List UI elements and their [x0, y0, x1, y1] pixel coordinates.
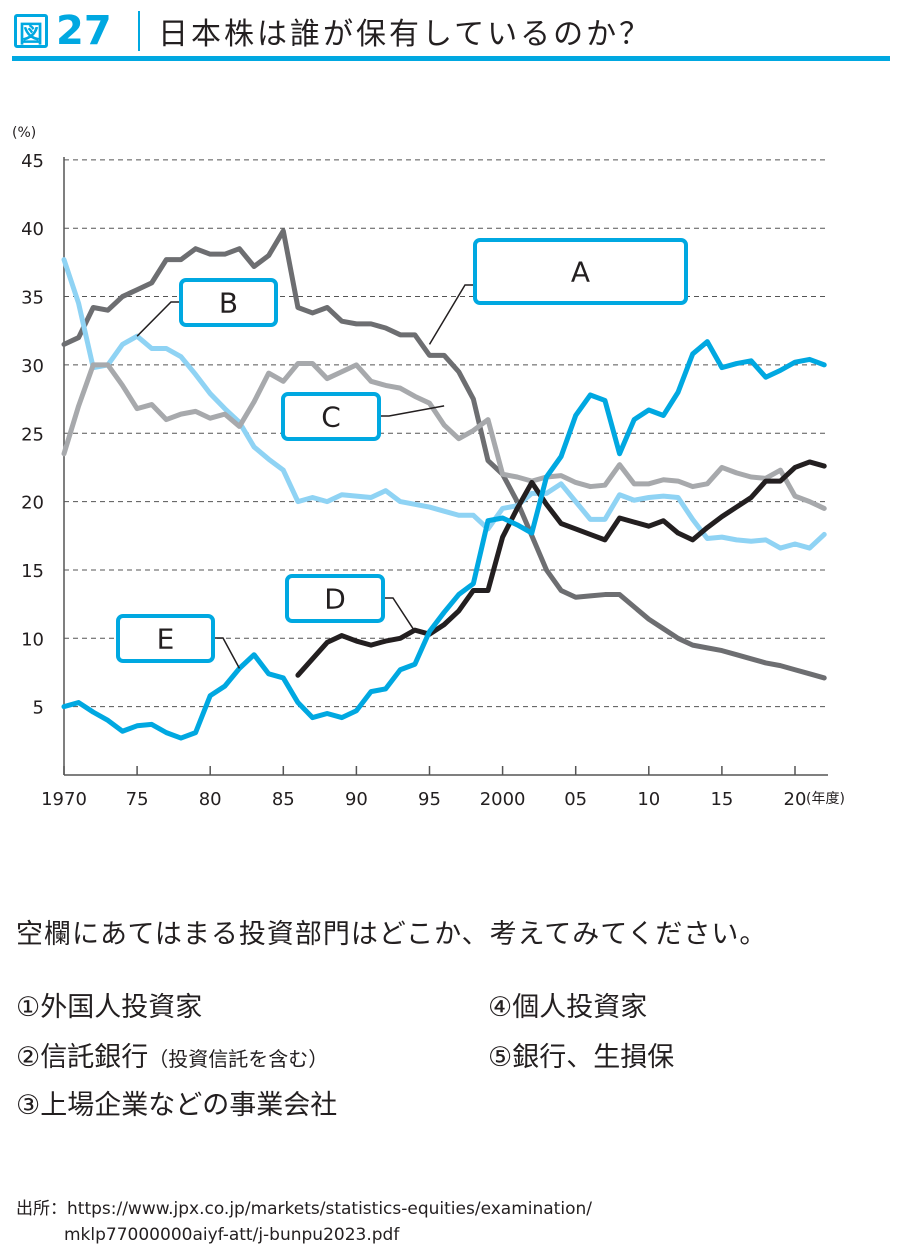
label-text-A: A [571, 256, 590, 289]
leader-line [213, 637, 241, 669]
divider [138, 11, 140, 51]
option-1: ①外国人投資家 [16, 985, 202, 1024]
label-text-D: D [324, 583, 346, 616]
x-tick-label: 80 [199, 789, 222, 810]
source-label: 出所： [16, 1199, 67, 1219]
label-text-C: C [321, 401, 341, 434]
y-tick-label: 20 [21, 493, 44, 514]
x-tick-label: 2000 [480, 789, 526, 810]
line-chart: 45 40 35 30 25 20 15 10 5 (%) 1970 75 80 85 90 95 2000 05… [12, 125, 845, 810]
leader-line [136, 301, 181, 337]
x-tick-label: 15 [710, 789, 733, 810]
source-url-1: https://www.jpx.co.jp/markets/statistics… [67, 1199, 592, 1219]
y-tick-label: 30 [21, 356, 44, 377]
x-tick-label: 10 [637, 789, 660, 810]
source-url-2: mklp77000000aiyf-att/j-bunpu2023.pdf [64, 1225, 400, 1245]
option-5: ⑤銀行、生損保 [488, 1035, 674, 1074]
source-note: 出所：https://www.jpx.co.jp/markets/statist… [16, 1196, 592, 1248]
option-note: （投資信託を含む） [148, 1047, 329, 1071]
option-3: ③上場企業などの事業会社 [16, 1083, 337, 1122]
label-text-B: B [219, 287, 238, 320]
option-4: ④個人投資家 [488, 985, 647, 1024]
option-text: ④個人投資家 [488, 992, 648, 1023]
y-tick-label: 40 [21, 219, 44, 240]
series-line-B [61, 257, 827, 551]
y-tick-label: 5 [33, 698, 44, 719]
x-tick-label: 1970 [41, 789, 87, 810]
x-tick-label: 90 [345, 789, 368, 810]
label-box-A [473, 238, 688, 305]
figure-number: 27 [56, 8, 112, 54]
series-line-D [295, 459, 827, 678]
x-tick-label: 95 [418, 789, 441, 810]
x-tick-label: 05 [564, 789, 587, 810]
page-title: 日本株は誰が保有しているのか？ [158, 17, 653, 52]
header-rule [12, 56, 890, 61]
label-box-E [116, 614, 215, 663]
option-2: ②信託銀行（投資信託を含む） [16, 1035, 328, 1074]
leader-line [383, 597, 416, 632]
label-box-D [285, 574, 385, 623]
figure-mark: 図 [14, 14, 48, 48]
x-tick-label: 85 [272, 789, 295, 810]
option-text: ①外国人投資家 [16, 992, 203, 1023]
question-text: 空欄にあてはまる投資部門はどこか、考えてみてください。 [16, 919, 768, 950]
figure-header: 図 27 日本株は誰が保有しているのか？ [14, 8, 652, 54]
x-tick-label: 20 [784, 789, 807, 810]
y-axis-label: (%) [12, 125, 36, 141]
x-axis-unit: (年度) [806, 791, 845, 807]
y-tick-label: 35 [21, 288, 44, 309]
label-box-B [179, 278, 278, 327]
series-line-C [61, 361, 827, 511]
option-text: ②信託銀行 [16, 1042, 149, 1073]
label-box-C [281, 392, 381, 441]
leader-line [379, 405, 445, 417]
series-line-A [61, 228, 827, 681]
y-tick-label: 25 [21, 424, 44, 445]
y-tick-label: 15 [21, 561, 44, 582]
label-text-E: E [157, 623, 175, 656]
y-tick-label: 45 [21, 151, 44, 172]
option-text: ③上場企業などの事業会社 [16, 1090, 338, 1121]
y-tick-label: 10 [21, 629, 44, 650]
series-line-E [61, 339, 827, 741]
x-tick-label: 75 [126, 789, 149, 810]
leader-line [428, 284, 475, 345]
option-text: ⑤銀行、生損保 [488, 1042, 675, 1073]
